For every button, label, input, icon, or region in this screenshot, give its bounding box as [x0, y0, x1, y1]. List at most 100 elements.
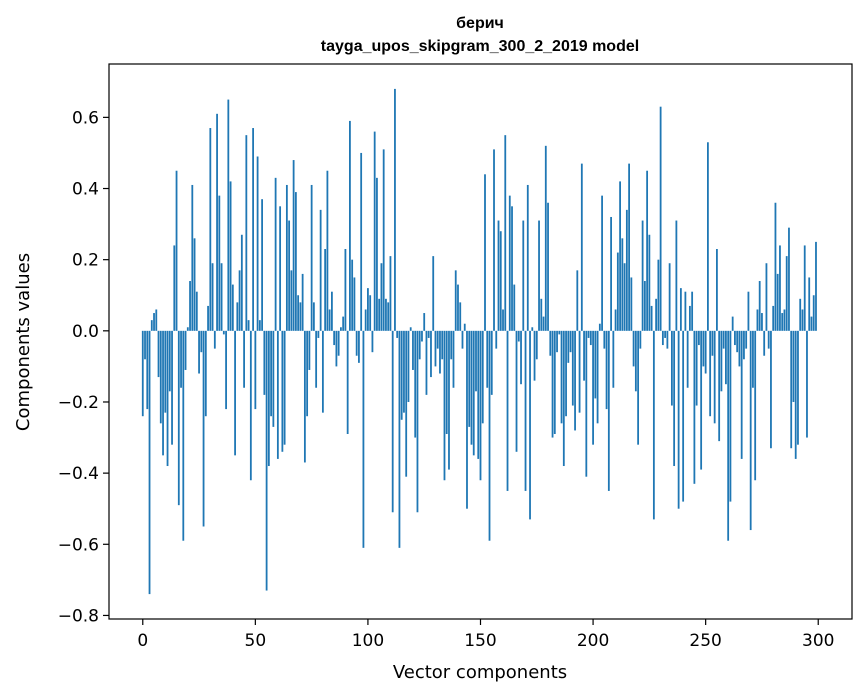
bar-126	[425, 330, 428, 395]
bar-96	[358, 330, 360, 363]
bar-15	[175, 170, 178, 331]
bar-121	[414, 330, 417, 438]
bar-149	[477, 330, 480, 459]
bar-153	[486, 330, 489, 388]
bar-41	[234, 330, 236, 456]
bar-159	[499, 231, 502, 331]
bar-2	[146, 330, 149, 410]
bar-133	[441, 330, 444, 360]
bar-223	[643, 281, 646, 331]
y-tick-label: −0.6	[58, 535, 99, 555]
bar-280	[772, 305, 775, 331]
bar-91	[346, 330, 349, 434]
bar-59	[274, 177, 277, 331]
bar-94	[353, 277, 356, 331]
bar-16	[177, 330, 180, 506]
bar-71	[301, 273, 304, 331]
bar-208	[610, 216, 612, 331]
y-tick-label: −0.4	[58, 464, 99, 484]
bar-50	[254, 330, 257, 410]
bar-65	[288, 220, 291, 331]
bar-128	[430, 330, 432, 378]
bar-95	[355, 330, 358, 356]
bar-162	[506, 330, 509, 491]
bar-115	[400, 330, 403, 420]
bar-286	[785, 256, 788, 331]
bar-146	[470, 330, 473, 445]
bar-60	[276, 330, 279, 459]
bar-224	[646, 170, 649, 331]
bar-83	[328, 309, 331, 331]
bar-47	[247, 320, 250, 331]
bar-21	[189, 281, 191, 331]
bar-288	[790, 330, 793, 449]
bar-291	[797, 330, 799, 445]
bar-182	[551, 330, 554, 438]
bar-110	[389, 256, 392, 331]
bar-39	[229, 181, 232, 331]
bar-278	[767, 330, 770, 349]
bar-156	[493, 149, 495, 331]
bar-200	[592, 330, 594, 445]
bar-12	[168, 330, 171, 392]
bar-214	[623, 263, 626, 331]
bar-28	[204, 330, 207, 417]
bar-109	[387, 302, 390, 331]
bar-40	[231, 284, 234, 331]
bar-132	[439, 330, 441, 374]
bar-118	[407, 330, 410, 402]
bar-97	[360, 152, 363, 331]
bar-49	[252, 128, 254, 331]
x-tick-label: 150	[464, 631, 496, 651]
bar-242	[686, 330, 689, 388]
bar-298	[812, 295, 815, 331]
bar-70	[299, 302, 302, 331]
bar-61	[279, 206, 282, 331]
bar-206	[605, 330, 608, 410]
bar-27	[202, 330, 205, 527]
bar-105	[378, 298, 381, 331]
bar-193	[576, 270, 579, 331]
bar-25	[198, 330, 200, 374]
bar-231	[661, 330, 664, 346]
bar-137	[450, 330, 453, 360]
bar-129	[432, 256, 435, 331]
bar-173	[531, 327, 534, 331]
bar-22	[191, 184, 194, 331]
x-tick-label: 50	[245, 631, 267, 651]
bar-107	[382, 149, 385, 331]
bar-210	[614, 309, 617, 331]
bar-161	[504, 135, 507, 331]
bar-102	[371, 330, 374, 353]
bar-152	[484, 174, 486, 331]
bar-181	[549, 330, 552, 356]
bar-113	[396, 330, 399, 338]
bar-33	[216, 113, 218, 331]
bar-32	[213, 330, 216, 349]
bar-241	[684, 291, 687, 331]
bar-259	[725, 330, 727, 385]
bar-38	[227, 99, 230, 331]
bar-9	[162, 330, 164, 456]
bar-11	[166, 330, 169, 467]
y-axis-ticks: −0.8 −0.6 −0.4 −0.2 0.0 0.2 0.4 0.6	[58, 108, 109, 626]
bar-295	[806, 330, 808, 438]
x-tick-label: 0	[137, 631, 148, 651]
y-tick-label: −0.8	[58, 606, 99, 626]
bar-68	[294, 192, 297, 331]
bar-198	[587, 330, 590, 338]
bar-86	[335, 330, 338, 367]
bar-100	[367, 288, 369, 331]
bar-265	[738, 330, 741, 367]
bar-92	[349, 120, 351, 331]
bar-279	[770, 330, 772, 449]
x-tick-label: 300	[802, 631, 834, 651]
bar-0	[141, 330, 144, 417]
bar-62	[281, 330, 284, 452]
bar-297	[810, 316, 813, 331]
bar-290	[794, 330, 797, 459]
bar-296	[808, 277, 811, 331]
bar-166	[515, 330, 518, 452]
bar-30	[209, 128, 212, 331]
bar-204	[601, 195, 603, 331]
